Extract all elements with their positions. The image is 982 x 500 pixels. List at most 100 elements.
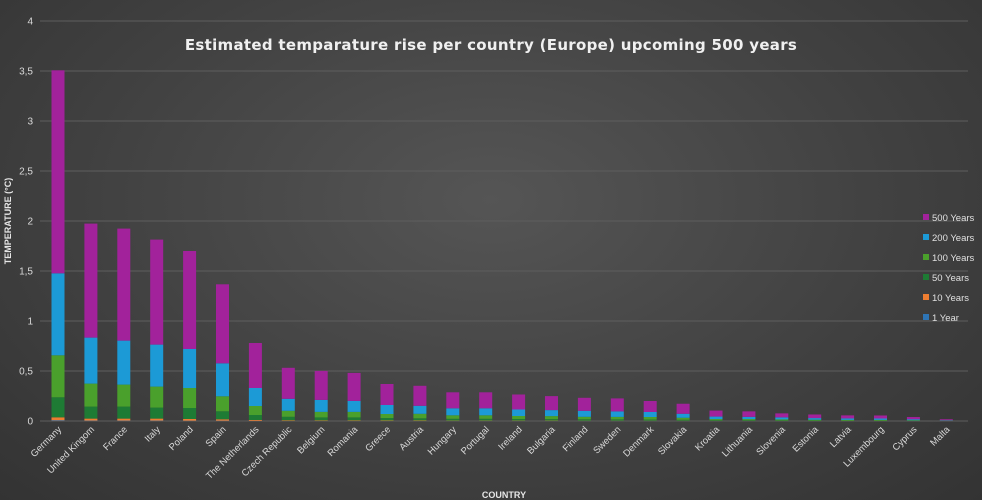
bar-500-years (281, 367, 295, 399)
bar-500-years (150, 239, 164, 345)
bar-100-years (643, 417, 657, 420)
bar-500-years (775, 413, 789, 418)
legend-label: 500 Years (932, 213, 975, 224)
y-tick-label: 2,5 (19, 167, 33, 178)
bar-500-years (51, 70, 65, 274)
bar-200-years (545, 410, 558, 417)
x-tick-label: Spain (204, 424, 229, 449)
bars (51, 70, 953, 421)
bar-50-years (380, 418, 394, 421)
bar-50-years (577, 419, 591, 421)
bar-200-years (775, 417, 789, 420)
legend-label: 50 Years (932, 273, 969, 284)
bar-500-years (874, 415, 887, 419)
bar-50-years (117, 406, 131, 419)
bar-100-years (709, 419, 723, 421)
bar-100-years (150, 386, 164, 408)
bar-10-years (347, 420, 361, 421)
bar-500-years (347, 372, 361, 401)
x-tick-label: Slovakia (656, 424, 690, 458)
bar-100-years (874, 419, 887, 421)
bar-50-years (347, 417, 361, 421)
x-tick-label: Finland (561, 424, 591, 454)
y-tick-label: 1,5 (19, 267, 33, 278)
bar-500-years (841, 415, 855, 419)
x-tick-label: Kroatia (693, 424, 723, 454)
bar-200-years (216, 363, 229, 397)
legend-swatch (923, 314, 929, 320)
bar-50-years (248, 415, 262, 420)
x-tick-label: Estonia (791, 424, 822, 455)
bar-100-years (281, 410, 295, 417)
x-tick-label: Portugal (459, 424, 492, 457)
bar-100-years (183, 388, 197, 408)
bar-50-years (183, 408, 197, 419)
x-tick-label: Ireland (496, 424, 524, 452)
bar-100-years (545, 416, 558, 420)
bar-200-years (183, 349, 197, 388)
bar-10-years (183, 419, 197, 421)
y-tick-label: 4 (27, 17, 33, 28)
bar-500-years (512, 394, 526, 410)
bar-100-years (808, 419, 822, 421)
bar-50-years (512, 419, 526, 421)
bar-50-years (643, 419, 657, 421)
bar-50-years (413, 418, 427, 421)
bar-100-years (577, 416, 591, 420)
bar-100-years (479, 415, 493, 419)
y-tick-label: 3 (27, 117, 33, 128)
legend-swatch (923, 214, 929, 220)
bar-500-years (808, 414, 822, 419)
bar-50-years (676, 419, 690, 421)
bar-200-years (610, 411, 624, 417)
bar-200-years (248, 388, 262, 406)
bar-50-years (610, 419, 624, 421)
bar-100-years (413, 413, 427, 419)
x-axis-label: COUNTRY (482, 490, 526, 500)
bar-100-years (84, 383, 98, 407)
bar-200-years (281, 398, 295, 411)
bar-50-years (216, 411, 229, 420)
bar-50-years (314, 417, 328, 421)
y-tick-label: 0,5 (19, 367, 33, 378)
x-tick-label: Cyprus (890, 424, 919, 453)
bar-50-years (545, 419, 558, 421)
bar-10-years (216, 419, 229, 421)
bar-50-years (84, 406, 98, 419)
x-tick-label: Lithuania (720, 424, 756, 460)
bar-500-years (643, 401, 657, 412)
y-tick-label: 0 (27, 417, 33, 428)
bar-200-years (51, 273, 65, 356)
bar-500-years (906, 417, 920, 420)
bar-500-years (545, 396, 558, 411)
bar-200-years (150, 344, 164, 387)
bar-200-years (808, 418, 822, 420)
legend: 500 Years 200 Years 100 Years 50 Years 10 Ye… (923, 213, 975, 324)
x-tick-label: Latvia (828, 424, 854, 450)
x-tick-label: France (101, 424, 130, 453)
bar-200-years (643, 412, 657, 417)
x-tick-label: Malta (928, 424, 953, 449)
bar-10-years (150, 418, 164, 421)
chart-title: Estimated temparature rise per country (… (185, 36, 797, 54)
bar-200-years (742, 416, 756, 420)
bar-500-years (413, 385, 427, 406)
legend-swatch (923, 254, 929, 260)
bar-500-years (446, 392, 460, 409)
bar-50-years (742, 420, 756, 421)
bar-1-year (51, 420, 65, 421)
bar-100-years (742, 419, 756, 421)
bar-50-years (150, 407, 164, 419)
y-axis-ticks: 0 0,5 1 1,5 2 2,5 3 3,5 4 (19, 17, 33, 428)
legend-label: 1 Year (932, 313, 959, 324)
x-tick-label: Denmark (621, 424, 656, 459)
bar-500-years (577, 397, 591, 411)
bar-200-years (380, 405, 394, 414)
bar-500-years (676, 403, 690, 414)
bar-500-years (709, 410, 723, 417)
bar-100-years (512, 416, 526, 419)
bar-100-years (380, 414, 394, 418)
bar-500-years (216, 284, 229, 364)
bar-200-years (479, 408, 493, 416)
